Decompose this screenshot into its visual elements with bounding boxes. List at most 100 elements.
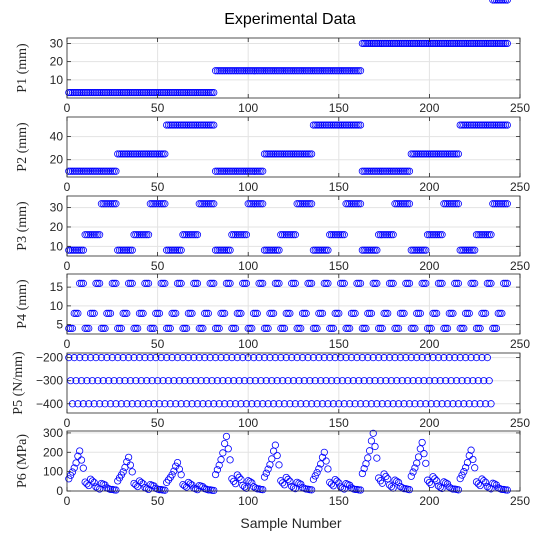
data-point bbox=[277, 354, 285, 362]
data-point bbox=[96, 231, 104, 239]
data-point bbox=[373, 246, 381, 254]
data-point bbox=[465, 451, 473, 460]
data-point bbox=[154, 150, 162, 158]
data-point bbox=[79, 88, 87, 97]
data-point bbox=[404, 200, 412, 208]
data-point bbox=[164, 377, 173, 385]
data-point bbox=[199, 400, 207, 408]
data-point bbox=[239, 67, 247, 75]
data-point bbox=[233, 231, 241, 239]
data-point bbox=[275, 461, 283, 469]
data-point bbox=[141, 279, 149, 287]
data-point bbox=[259, 400, 267, 408]
data-point bbox=[86, 88, 95, 97]
data-point bbox=[369, 354, 377, 362]
data-point bbox=[443, 324, 452, 332]
data-point bbox=[355, 67, 363, 75]
data-point bbox=[79, 246, 87, 254]
data-point bbox=[364, 167, 372, 175]
data-point bbox=[230, 167, 238, 175]
data-point bbox=[260, 354, 269, 362]
data-point bbox=[389, 39, 397, 48]
data-point bbox=[81, 231, 89, 239]
axes-box bbox=[66, 273, 521, 335]
data-point bbox=[101, 167, 109, 175]
y-axis-label: P3 (mm) bbox=[15, 201, 30, 251]
data-point bbox=[436, 483, 444, 491]
data-point bbox=[416, 309, 424, 317]
data-point bbox=[423, 476, 432, 484]
data-point bbox=[279, 150, 287, 158]
data-point bbox=[467, 354, 475, 362]
data-point bbox=[246, 200, 254, 208]
data-point bbox=[376, 39, 385, 48]
data-point bbox=[311, 67, 319, 75]
data-point bbox=[233, 67, 241, 75]
data-point bbox=[181, 88, 189, 97]
data-point bbox=[358, 167, 366, 175]
data-point bbox=[215, 400, 223, 408]
data-point bbox=[260, 67, 269, 75]
data-point bbox=[300, 309, 308, 317]
data-point bbox=[309, 324, 318, 332]
data-point bbox=[344, 324, 352, 332]
data-point bbox=[253, 167, 261, 175]
data-point bbox=[231, 480, 240, 488]
data-point bbox=[309, 475, 318, 483]
data-point bbox=[414, 377, 423, 385]
data-point bbox=[496, 309, 504, 317]
data-point bbox=[173, 246, 182, 254]
data-point bbox=[213, 246, 221, 254]
data-point bbox=[311, 377, 319, 385]
data-point bbox=[389, 167, 397, 175]
data-point bbox=[90, 167, 98, 175]
data-point bbox=[83, 324, 91, 332]
data-point bbox=[317, 67, 325, 75]
data-point bbox=[224, 279, 232, 287]
data-point bbox=[105, 88, 113, 97]
data-point bbox=[79, 279, 87, 287]
data-point bbox=[346, 67, 354, 75]
data-point bbox=[168, 246, 176, 254]
data-point bbox=[277, 67, 285, 75]
data-point bbox=[327, 377, 336, 385]
data-point bbox=[492, 324, 501, 332]
data-point bbox=[210, 279, 218, 287]
x-tick-label: 100 bbox=[238, 180, 258, 194]
data-point bbox=[451, 150, 459, 158]
data-point bbox=[329, 324, 337, 332]
axes-box bbox=[66, 195, 521, 257]
data-point bbox=[197, 88, 205, 97]
data-point bbox=[304, 354, 312, 362]
data-point bbox=[483, 39, 491, 48]
data-point bbox=[356, 400, 365, 408]
data-point bbox=[152, 88, 160, 97]
x-tick-label: 100 bbox=[238, 101, 258, 115]
series-markers bbox=[65, 39, 511, 97]
data-point bbox=[347, 121, 356, 129]
data-point bbox=[405, 400, 414, 408]
data-point bbox=[159, 88, 167, 97]
data-point bbox=[476, 400, 484, 408]
data-point bbox=[362, 400, 370, 408]
data-point bbox=[101, 88, 109, 97]
data-point bbox=[387, 377, 395, 385]
data-point bbox=[275, 150, 283, 158]
data-point bbox=[166, 121, 174, 129]
data-point bbox=[242, 231, 250, 239]
data-point bbox=[242, 400, 250, 408]
y-tick-label: 15 bbox=[50, 280, 64, 294]
data-point bbox=[208, 121, 216, 129]
data-point bbox=[338, 377, 347, 385]
data-point bbox=[423, 324, 432, 332]
series-markers bbox=[65, 429, 511, 495]
data-point bbox=[380, 309, 388, 317]
data-point bbox=[250, 309, 258, 317]
data-point bbox=[90, 309, 98, 317]
data-point bbox=[456, 39, 464, 48]
data-point bbox=[460, 121, 468, 129]
data-point bbox=[221, 67, 229, 75]
data-point bbox=[373, 400, 381, 408]
data-point bbox=[121, 377, 129, 385]
data-point bbox=[481, 39, 490, 48]
